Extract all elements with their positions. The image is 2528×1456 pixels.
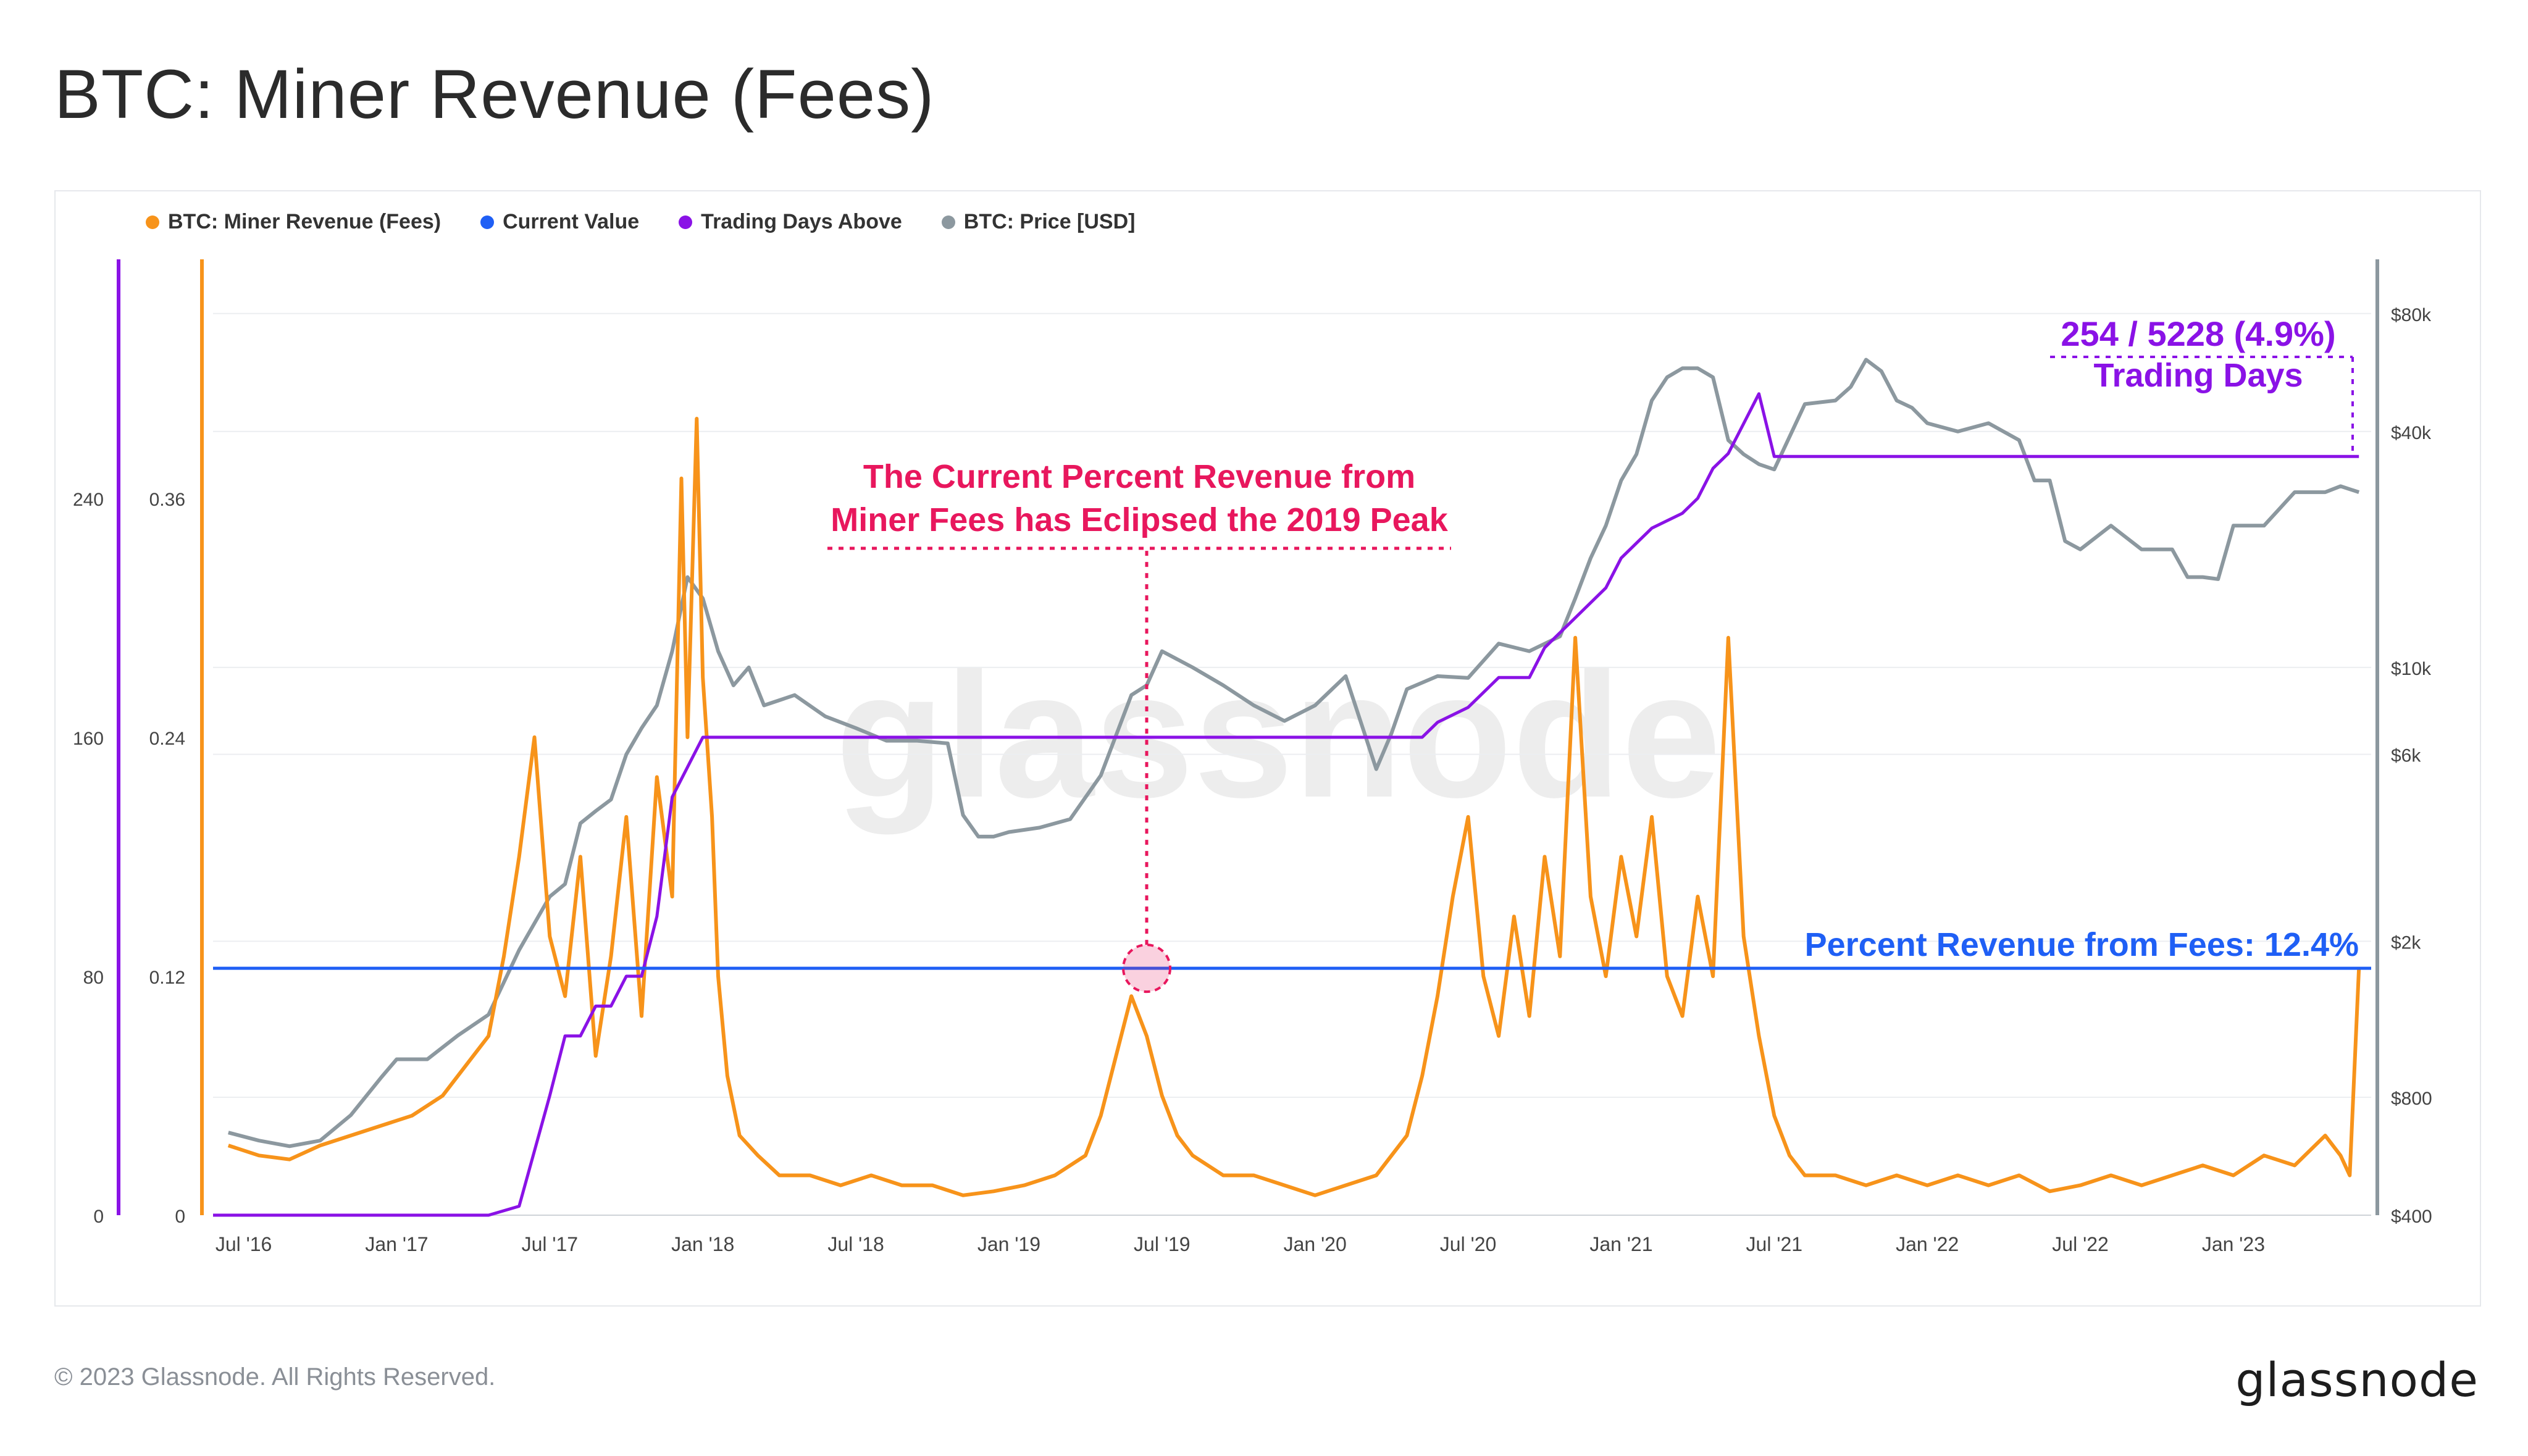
trading-days-note-line2: Trading Days [2093,357,2303,394]
page-title: BTC: Miner Revenue (Fees) [54,56,935,133]
x-tick-5: Jan '19 [977,1233,1040,1255]
footer-logo: glassnode [2235,1352,2479,1407]
x-tick-10: Jul '21 [1746,1233,1803,1255]
legend-label-fees: BTC: Miner Revenue (Fees) [168,210,442,233]
x-tick-7: Jan '20 [1284,1233,1347,1255]
y-tick-price-6: $80k [2391,305,2432,325]
legend-dot-fees [146,215,159,229]
y-tick-price-1: $800 [2391,1089,2432,1109]
legend-dot-price [941,215,955,229]
y-tick-days-0: 0 [93,1207,104,1227]
peak-note-line2: Miner Fees has Eclipsed the 2019 Peak [831,501,1448,538]
y-tick-fees-3: 0.36 [149,490,185,510]
trading-days-line [213,392,2359,1217]
x-tick-13: Jan '23 [2202,1233,2265,1255]
legend-dot-current-value [480,215,495,229]
series [213,358,2371,1217]
legend-label-current-value: Current Value [503,210,640,233]
y-tick-fees-1: 0.12 [149,968,185,988]
legend-item-trading-days[interactable]: Trading Days Above [679,210,902,234]
y-tick-days-3: 240 [73,490,104,510]
chart-legend: BTC: Miner Revenue (Fees) Current Value … [146,210,1135,234]
price-line [228,358,2360,1148]
y-tick-price-0: $400 [2391,1207,2432,1227]
y-tick-price-3: $6k [2391,746,2421,766]
x-tick-6: Jul '19 [1134,1233,1191,1255]
legend-item-price[interactable]: BTC: Price [USD] [941,210,1136,234]
axes: 0 80 160 240 0 0.12 0.24 0.36 $400 $800 $2k $6k $10k… [73,259,2432,1255]
x-tick-8: Jul '20 [1440,1233,1497,1255]
x-tick-11: Jan '22 [1896,1233,1959,1255]
footer-copyright: © 2023 Glassnode. All Rights Reserved. [54,1363,496,1391]
y-tick-days-1: 80 [83,968,104,988]
x-tick-2: Jul '17 [522,1233,579,1255]
y-tick-price-5: $40k [2391,423,2432,443]
y-tick-days-2: 160 [73,729,104,749]
x-tick-3: Jan '18 [671,1233,734,1255]
legend-label-price: BTC: Price [USD] [963,210,1136,233]
current-value-label: Percent Revenue from Fees: 12.4% [1805,926,2359,963]
fees-line [227,417,2361,1197]
chart-frame [54,190,2481,1307]
legend-dot-trading-days [679,215,693,229]
y-tick-price-4: $10k [2391,659,2432,679]
watermark: glassnode [835,635,1721,835]
y-tick-fees-2: 0.24 [149,729,185,749]
peak-note-line1: The Current Percent Revenue from [863,458,1415,495]
legend-item-current-value[interactable]: Current Value [480,210,639,234]
legend-item-fees[interactable]: BTC: Miner Revenue (Fees) [146,210,441,234]
x-tick-1: Jan '17 [365,1233,428,1255]
x-tick-12: Jul '22 [2052,1233,2109,1255]
x-tick-9: Jan '21 [1589,1233,1652,1255]
x-tick-4: Jul '18 [827,1233,884,1255]
legend-label-trading-days: Trading Days Above [701,210,902,233]
peak-highlight-circle [1122,943,1172,994]
y-tick-price-2: $2k [2391,932,2421,953]
annotations: The Current Percent Revenue from Miner Fe… [827,314,2359,994]
trading-days-note-line1: 254 / 5228 (4.9%) [2061,314,2335,353]
x-tick-0: Jul '16 [216,1233,272,1255]
y-tick-fees-0: 0 [175,1207,185,1227]
